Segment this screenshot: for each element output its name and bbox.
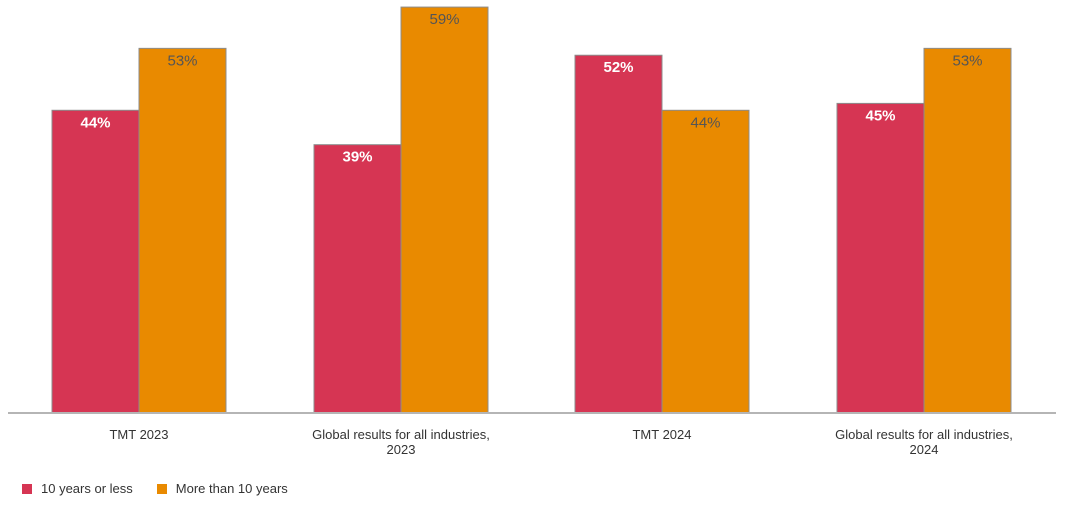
bar-labels-group: 44% 53% 39% 59% 52% 44% 45% 53% <box>80 11 982 166</box>
bar-more-than-10-years-2 <box>400 6 489 414</box>
legend: 10 years or less More than 10 years <box>22 481 312 496</box>
category-label-4-line-1: Global results for all industries, <box>835 427 1013 442</box>
bar-10-years-or-less-1 <box>51 109 140 414</box>
bar-10-years-or-less-4 <box>836 102 925 414</box>
bar-10-years-or-less-3 <box>574 54 663 414</box>
legend-swatch-10-years-or-less <box>22 483 32 494</box>
legend-label-10-years-or-less: 10 years or less <box>41 481 133 496</box>
category-label-1-line-1: TMT 2023 <box>109 427 168 442</box>
legend-swatch-more-than-10-years <box>156 483 167 494</box>
data-label-more-than-10-years-1: 53% <box>167 52 197 69</box>
data-label-10-years-or-less-4: 45% <box>865 107 895 124</box>
category-label-4-line-2: 2024 <box>910 442 939 457</box>
legend-item-10-years-or-less: 10 years or less <box>22 481 133 496</box>
data-label-10-years-or-less-3: 52% <box>603 59 633 76</box>
bar-more-than-10-years-3 <box>661 109 750 414</box>
bar-more-than-10-years-4 <box>923 47 1012 414</box>
data-label-more-than-10-years-2: 59% <box>429 11 459 28</box>
category-label-3-line-1: TMT 2024 <box>632 427 691 442</box>
bars-group <box>51 6 1012 414</box>
data-label-10-years-or-less-2: 39% <box>342 149 372 166</box>
legend-item-more-than-10-years: More than 10 years <box>156 481 288 496</box>
bar-more-than-10-years-1 <box>138 47 227 414</box>
data-label-10-years-or-less-1: 44% <box>80 114 110 131</box>
category-labels-group: TMT 2023 Global results for all industrie… <box>109 427 1012 457</box>
category-label-2-line-2: 2023 <box>387 442 416 457</box>
data-label-more-than-10-years-4: 53% <box>952 52 982 69</box>
category-label-2-line-1: Global results for all industries, <box>312 427 490 442</box>
legend-label-more-than-10-years: More than 10 years <box>175 481 288 496</box>
bar-chart: 44% 53% 39% 59% 52% 44% 45% 53% TMT 2023 Global … <box>8 6 1056 457</box>
bar-10-years-or-less-2 <box>313 144 402 414</box>
data-label-more-than-10-years-3: 44% <box>690 114 720 131</box>
